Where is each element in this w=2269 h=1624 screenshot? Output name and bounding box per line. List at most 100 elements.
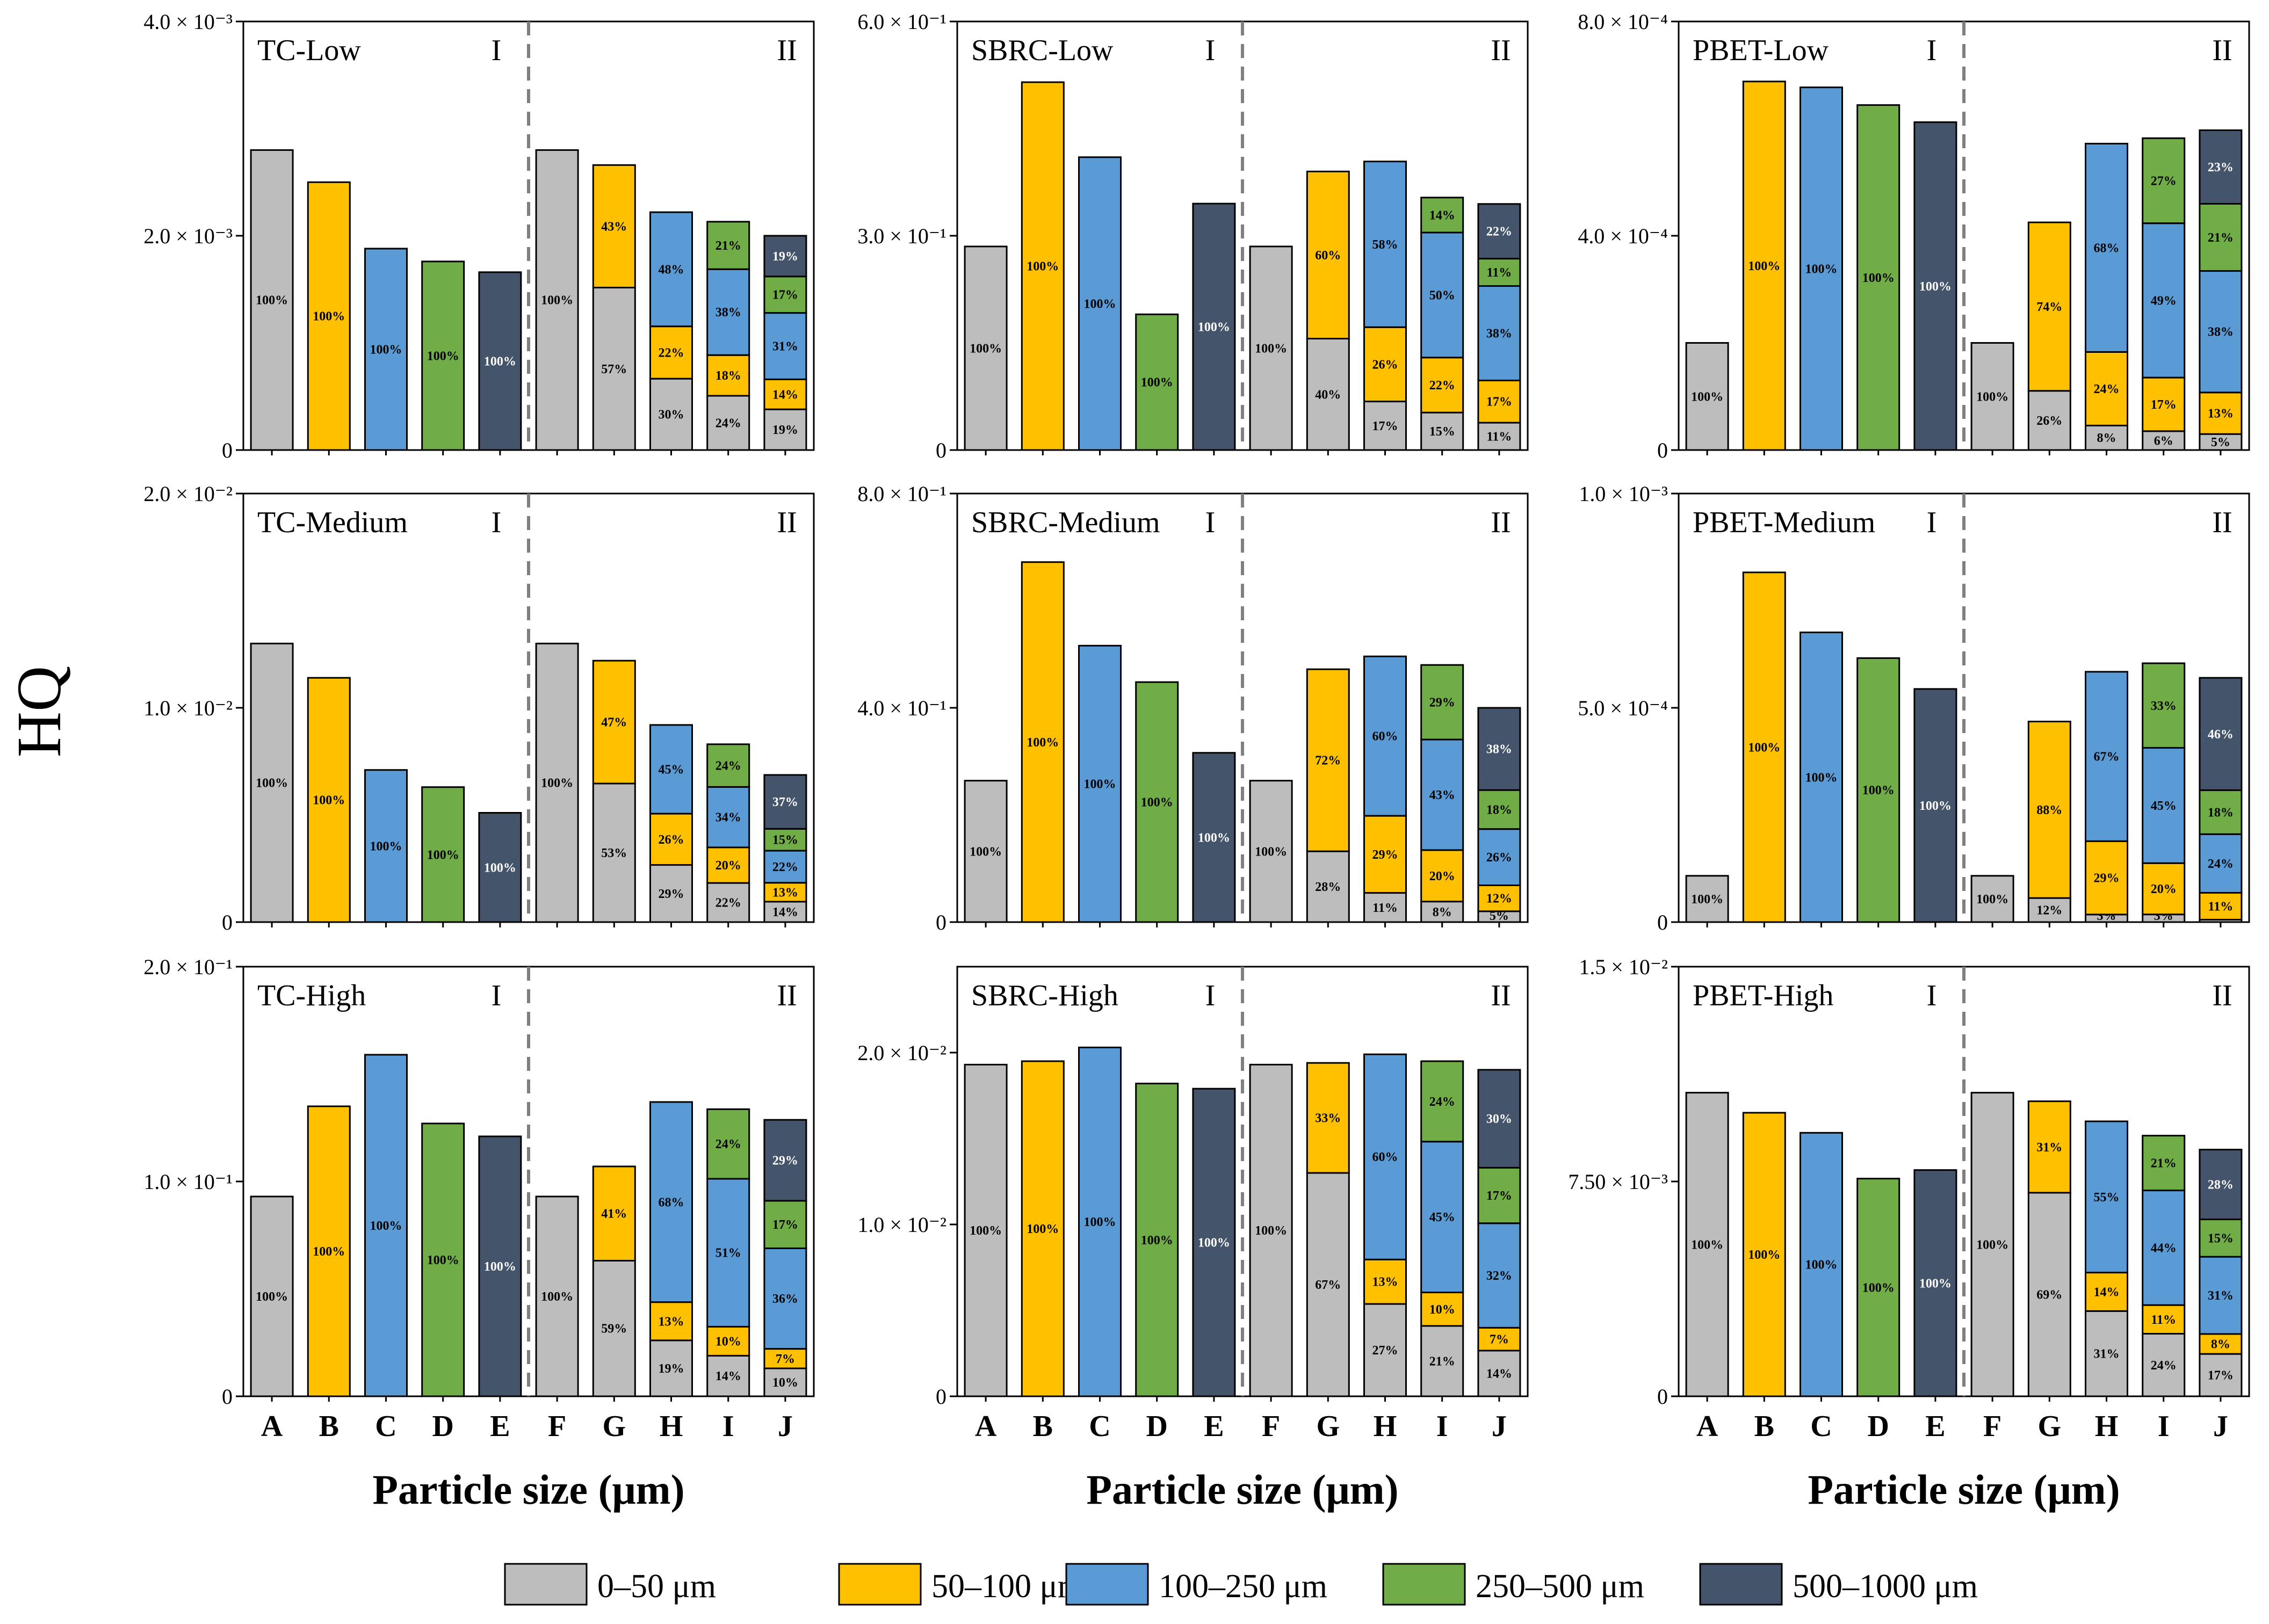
data-label: 74% [2036, 300, 2062, 314]
y-tick-label: 1.0 × 10⁻² [857, 1213, 946, 1237]
bar-I-segment-0-50 [706, 395, 750, 451]
bar-H-segment-50-100 [1363, 815, 1407, 894]
data-label: 13% [772, 886, 798, 900]
data-label: 28% [2208, 1178, 2234, 1192]
data-label: 100% [970, 342, 1002, 356]
bar-D [1856, 1178, 1901, 1397]
data-label: 100% [256, 777, 288, 791]
data-label: 26% [1372, 358, 1398, 372]
data-label: 14% [1429, 208, 1455, 222]
x-tick-label: B [319, 1410, 339, 1443]
data-label: 22% [1429, 379, 1455, 393]
bar-J-segment-100-250 [2199, 1256, 2243, 1335]
bar-I-segment-0-50 [1420, 1325, 1464, 1397]
data-label: 19% [659, 1362, 684, 1376]
bar-H-segment-100-250 [2085, 1120, 2128, 1274]
legend-label-250-500: 250–500 μm [1476, 1568, 1644, 1605]
data-label: 17% [772, 288, 798, 302]
bar-H-segment-100-250 [1363, 655, 1407, 817]
bar-J-segment-500-1000 [1477, 203, 1521, 260]
bar-H-segment-0-50 [1363, 1303, 1407, 1397]
bar-F-segment-0-50 [535, 1195, 579, 1397]
bar-H-segment-50-100 [649, 813, 693, 866]
panel-title: PBET-Medium [1693, 506, 1875, 539]
data-label: 50% [1429, 288, 1455, 302]
bar-A [964, 245, 1008, 451]
x-tick-label: G [1317, 1410, 1340, 1443]
data-label: 29% [1429, 696, 1455, 710]
data-label: 27% [2151, 175, 2177, 189]
data-label: 44% [2151, 1241, 2177, 1255]
bar-I-segment-250-500 [1420, 197, 1464, 234]
data-label: 100% [1748, 259, 1780, 273]
data-label: 100% [1141, 1234, 1173, 1248]
bar-J-segment-0-50 [763, 901, 807, 923]
data-label: 100% [370, 839, 402, 853]
bar-J-segment-500-1000 [763, 1119, 807, 1202]
data-label: 100% [1862, 784, 1895, 798]
x-tick-label: J [778, 1410, 793, 1443]
data-label: 100% [1084, 297, 1116, 311]
legend-label-50-100: 50–100 μm [931, 1568, 1083, 1605]
bar-J-segment-50-100 [763, 882, 807, 903]
data-label: 26% [2036, 414, 2062, 428]
y-tick-label: 3.0 × 10⁻¹ [857, 224, 946, 248]
y-tick-label: 0 [222, 438, 233, 462]
bar-H-segment-100-250 [649, 724, 693, 815]
data-label: 37% [772, 795, 798, 809]
data-label: 100% [1919, 799, 1952, 813]
data-label: 72% [1315, 754, 1341, 768]
bar-D [421, 1122, 465, 1397]
y-tick-label: 1.0 × 10⁻¹ [143, 1170, 233, 1194]
data-label: 31% [2036, 1141, 2062, 1155]
data-label: 58% [1372, 238, 1398, 252]
bar-F-segment-0-50 [1970, 1092, 2014, 1397]
y-tick-label: 4.0 × 10⁻¹ [857, 696, 946, 720]
data-label: 45% [2151, 799, 2177, 813]
data-label: 100% [313, 794, 345, 808]
data-label: 100% [1691, 1238, 1723, 1252]
data-label: 31% [2094, 1347, 2120, 1361]
bar-F-segment-0-50 [1970, 875, 2014, 923]
data-label: 68% [659, 1195, 684, 1209]
bar-G-segment-50-100 [592, 1165, 636, 1262]
data-label: 38% [716, 306, 741, 320]
data-label: 10% [716, 1335, 741, 1349]
data-label: 14% [2094, 1285, 2120, 1299]
data-label: 31% [2208, 1289, 2234, 1303]
data-label: 69% [2036, 1288, 2062, 1302]
data-label: 24% [2208, 857, 2234, 871]
data-label: 23% [2208, 161, 2234, 175]
y-tick-label: 2.0 × 10⁻³ [143, 224, 233, 248]
data-label: 12% [1486, 892, 1512, 906]
bar-I-segment-50-100 [2142, 376, 2186, 432]
bar-H-segment-100-250 [1363, 1053, 1407, 1260]
data-label: 100% [1084, 778, 1116, 792]
data-label: 20% [716, 859, 741, 873]
data-label: 38% [1486, 743, 1512, 757]
data-label: 14% [716, 1369, 741, 1383]
data-label: 100% [1141, 796, 1173, 810]
data-label: 15% [2208, 1231, 2234, 1245]
data-label: 43% [601, 220, 627, 234]
legend-label-500-1000: 500–1000 μm [1793, 1568, 1978, 1605]
bar-H-segment-100-250 [649, 1101, 693, 1303]
region-label: II [777, 979, 797, 1012]
bar-J-segment-250-500 [763, 276, 807, 314]
x-tick-label: D [1146, 1410, 1167, 1443]
y-tick-label: 4.0 × 10⁻⁴ [1578, 224, 1668, 248]
legend-label-0-50: 0–50 μm [597, 1568, 716, 1605]
data-label: 100% [427, 349, 459, 363]
x-tick-label: E [1204, 1410, 1224, 1443]
data-label: 38% [1486, 327, 1512, 340]
bar-I-segment-50-100 [706, 354, 750, 397]
data-label: 68% [2094, 241, 2120, 255]
bar-I-segment-250-500 [1420, 664, 1464, 741]
data-label: 28% [1315, 880, 1341, 894]
bar-J-segment-500-1000 [763, 235, 807, 278]
data-label: 7% [1490, 1333, 1509, 1347]
bar-D [1135, 313, 1179, 451]
data-label: 100% [1198, 321, 1230, 335]
y-tick-label: 0 [222, 910, 233, 934]
